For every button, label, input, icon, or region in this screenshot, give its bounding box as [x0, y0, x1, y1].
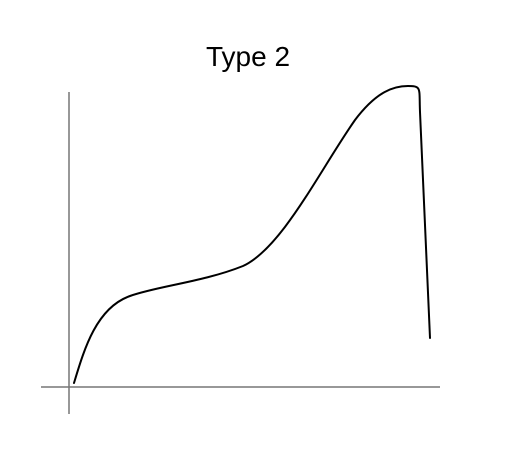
response-curve	[73, 85, 431, 384]
diagram-title: Type 2	[205, 41, 291, 72]
